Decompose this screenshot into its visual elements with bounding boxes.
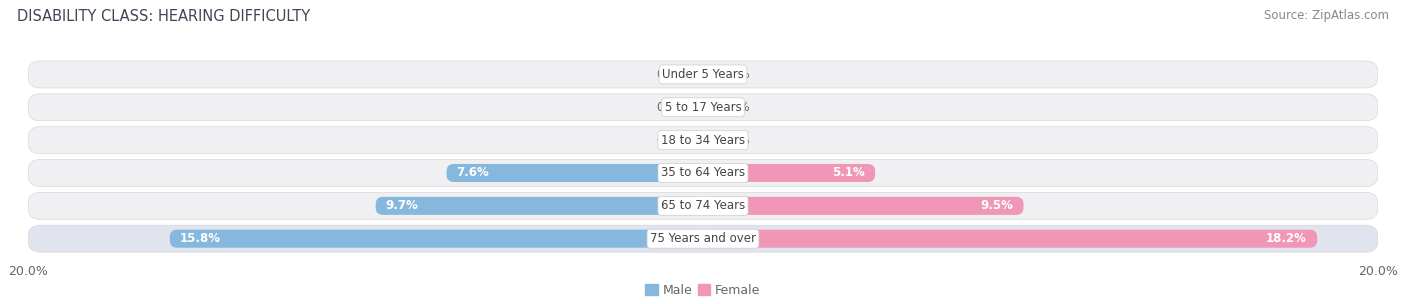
Text: 35 to 64 Years: 35 to 64 Years <box>661 167 745 179</box>
Text: Source: ZipAtlas.com: Source: ZipAtlas.com <box>1264 9 1389 22</box>
FancyBboxPatch shape <box>703 197 1024 215</box>
Text: 15.8%: 15.8% <box>180 232 221 245</box>
Text: 0.0%: 0.0% <box>720 134 749 147</box>
FancyBboxPatch shape <box>375 197 703 215</box>
FancyBboxPatch shape <box>28 225 1378 252</box>
Text: 0.0%: 0.0% <box>657 101 686 114</box>
FancyBboxPatch shape <box>703 164 875 182</box>
Text: 7.6%: 7.6% <box>457 167 489 179</box>
Text: 5.1%: 5.1% <box>832 167 865 179</box>
FancyBboxPatch shape <box>703 230 1317 248</box>
FancyBboxPatch shape <box>28 127 1378 154</box>
FancyBboxPatch shape <box>447 164 703 182</box>
Text: Under 5 Years: Under 5 Years <box>662 68 744 81</box>
Text: 5 to 17 Years: 5 to 17 Years <box>665 101 741 114</box>
Text: 9.5%: 9.5% <box>980 199 1014 212</box>
FancyBboxPatch shape <box>170 230 703 248</box>
Text: 0.0%: 0.0% <box>657 68 686 81</box>
Text: 9.7%: 9.7% <box>385 199 419 212</box>
Text: DISABILITY CLASS: HEARING DIFFICULTY: DISABILITY CLASS: HEARING DIFFICULTY <box>17 9 311 24</box>
Text: 75 Years and over: 75 Years and over <box>650 232 756 245</box>
Text: 0.0%: 0.0% <box>720 101 749 114</box>
Legend: Male, Female: Male, Female <box>645 284 761 297</box>
Text: 18 to 34 Years: 18 to 34 Years <box>661 134 745 147</box>
Text: 65 to 74 Years: 65 to 74 Years <box>661 199 745 212</box>
FancyBboxPatch shape <box>28 160 1378 186</box>
Text: 0.0%: 0.0% <box>657 134 686 147</box>
Text: 18.2%: 18.2% <box>1267 232 1308 245</box>
FancyBboxPatch shape <box>28 192 1378 219</box>
FancyBboxPatch shape <box>28 61 1378 88</box>
Text: 0.0%: 0.0% <box>720 68 749 81</box>
FancyBboxPatch shape <box>28 94 1378 121</box>
